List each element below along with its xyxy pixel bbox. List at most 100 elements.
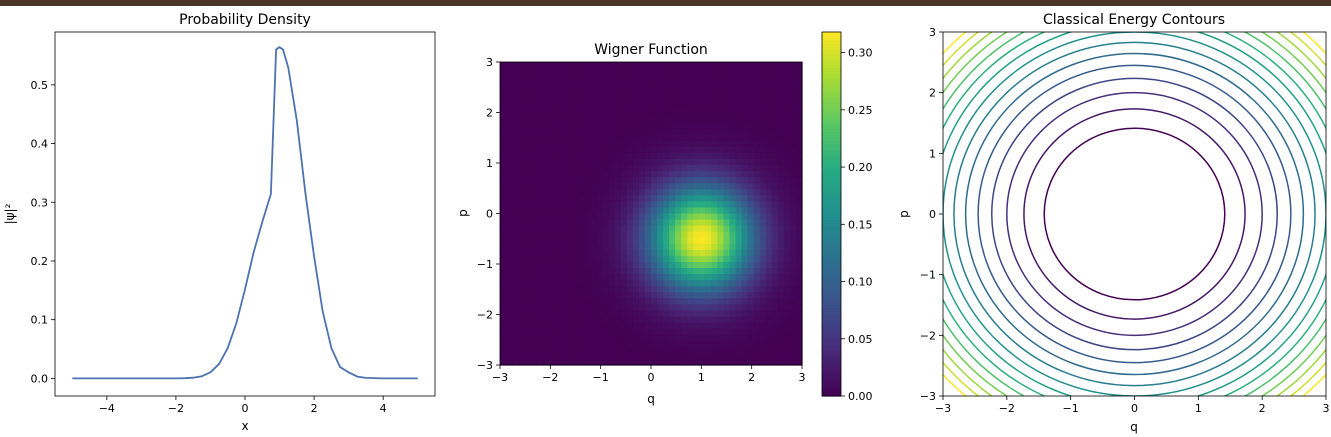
wigner-cell: [783, 80, 791, 87]
wigner-cell: [614, 110, 622, 118]
wigner-cell: [771, 86, 779, 93]
wigner-cell: [687, 158, 694, 166]
colorbar-segment: [822, 89, 841, 94]
wigner-cell: [632, 231, 640, 239]
wigner-cell: [530, 134, 537, 142]
wigner-cell: [584, 134, 592, 142]
colorbar-tick-label: 0.00: [848, 390, 873, 403]
wigner-cell: [777, 274, 785, 281]
wigner-cell: [699, 165, 706, 172]
wigner-cell: [759, 165, 767, 172]
wigner-cell: [584, 237, 592, 245]
wigner-cell: [614, 316, 622, 324]
wigner-cell: [566, 122, 574, 130]
wigner-cell: [705, 74, 712, 81]
wigner-cell: [675, 68, 682, 75]
wigner-cell: [669, 213, 676, 221]
wigner-cell: [789, 255, 797, 263]
wigner-cell: [651, 328, 658, 336]
wigner-cell: [783, 249, 791, 257]
wigner-cell: [548, 122, 555, 130]
wigner-cell: [512, 195, 519, 202]
wigner-cell: [536, 152, 543, 160]
wigner-cell: [548, 225, 555, 233]
wigner-cell: [626, 189, 634, 196]
wigner-cell: [572, 304, 580, 312]
wigner-cell: [506, 316, 513, 324]
wigner-cell: [530, 110, 537, 118]
wigner-cell: [620, 80, 628, 87]
wigner-cell: [669, 231, 676, 239]
wigner-cell: [651, 237, 658, 245]
wigner-cell: [632, 80, 640, 87]
wigner-cell: [542, 122, 549, 130]
wigner-cell: [632, 243, 640, 251]
wigner-cell: [518, 189, 525, 196]
wigner-cell: [789, 316, 797, 324]
wigner-cell: [542, 322, 549, 330]
wigner-cell: [608, 298, 616, 305]
wigner-cell: [578, 104, 586, 112]
wigner-cell: [620, 134, 628, 142]
wigner-cell: [566, 310, 574, 318]
wigner-cell: [626, 322, 634, 330]
wigner-cell: [663, 237, 670, 245]
wigner-cell: [765, 298, 773, 305]
wigner-cell: [572, 237, 580, 245]
wigner-cell: [717, 128, 725, 136]
wigner-cell: [681, 74, 688, 81]
wigner-cell: [777, 68, 785, 75]
wigner-cell: [548, 80, 555, 87]
wigner-cell: [669, 177, 676, 184]
ax2-ytick-label: −2: [477, 309, 493, 322]
wigner-cell: [687, 171, 694, 178]
wigner-cell: [554, 316, 561, 324]
wigner-cell: [699, 340, 706, 348]
wigner-cell: [753, 352, 761, 360]
wigner-cell: [771, 322, 779, 330]
wigner-cell: [620, 249, 628, 257]
wigner-cell: [771, 207, 779, 215]
wigner-cell: [620, 322, 628, 330]
wigner-cell: [765, 328, 773, 336]
wigner-cell: [771, 231, 779, 239]
wigner-cell: [506, 261, 513, 269]
wigner-cell: [693, 177, 700, 184]
wigner-cell: [663, 292, 670, 299]
wigner-cell: [536, 171, 543, 178]
wigner-cell: [572, 231, 580, 239]
wigner-cell: [783, 231, 791, 239]
wigner-cell: [789, 80, 797, 87]
wigner-cell: [626, 195, 634, 202]
wigner-cell: [536, 128, 543, 136]
wigner-cell: [753, 213, 761, 221]
wigner-cell: [729, 310, 737, 318]
wigner-cell: [530, 183, 537, 190]
wigner-cell: [626, 328, 634, 336]
wigner-cell: [765, 310, 773, 318]
wigner-cell: [753, 304, 761, 312]
wigner-cell: [614, 298, 622, 305]
wigner-cell: [518, 298, 525, 305]
wigner-cell: [795, 171, 803, 178]
ax1-ytick-label: 0.0: [31, 372, 49, 385]
wigner-cell: [572, 298, 580, 305]
wigner-cell: [735, 334, 743, 342]
ax3-ytick-label: 3: [929, 26, 936, 39]
wigner-cell: [795, 304, 803, 312]
wigner-cell: [675, 177, 682, 184]
wigner-cell: [536, 146, 543, 154]
wigner-cell: [644, 74, 652, 81]
wigner-cell: [644, 189, 652, 196]
wigner-cell: [602, 128, 610, 136]
wigner-cell: [530, 62, 537, 69]
wigner-cell: [500, 171, 507, 178]
wigner-cell: [783, 92, 791, 99]
wigner-cell: [669, 310, 676, 318]
wigner-cell: [771, 152, 779, 160]
wigner-cell: [675, 122, 682, 130]
wigner-cell: [717, 304, 725, 312]
wigner-cell: [735, 219, 743, 227]
wigner-cell: [638, 352, 646, 360]
wigner-cell: [584, 340, 592, 348]
